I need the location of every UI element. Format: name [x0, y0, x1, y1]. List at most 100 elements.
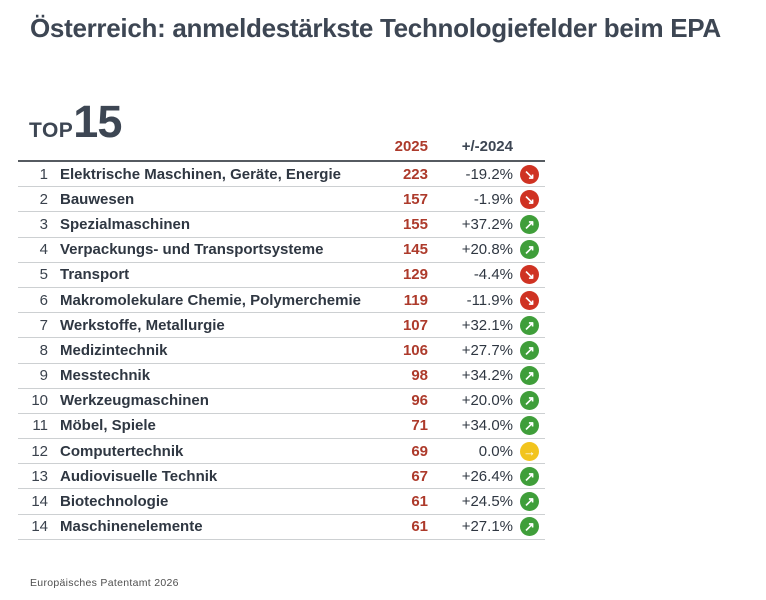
- table-row: 14 Biotechnologie 61 +24.5% ↗: [18, 489, 545, 515]
- change-cell: +24.5%: [461, 493, 513, 511]
- rank-cell: 11: [32, 417, 48, 435]
- value-cell: 67: [411, 467, 428, 485]
- trend-cell: ↘: [513, 189, 545, 209]
- trend-cell: ↗: [513, 240, 545, 260]
- value-cell: 61: [411, 493, 428, 511]
- change-cell: +34.0%: [461, 417, 513, 435]
- trend-cell: ↗: [513, 492, 545, 512]
- name-cell: Makromolekulare Chemie, Polymerchemie: [60, 291, 361, 309]
- trend-cell: ↗: [513, 517, 545, 537]
- value-cell: 145: [402, 241, 428, 259]
- name-cell: Verpackungs- und Transportsysteme: [60, 241, 324, 259]
- trend-down-icon: ↘: [520, 189, 539, 209]
- value-cell: 106: [402, 341, 428, 359]
- column-header-change: +/-2024: [461, 138, 513, 155]
- trend-cell: ↗: [513, 416, 545, 436]
- trend-up-icon: ↗: [520, 416, 539, 436]
- trend-up-icon: ↗: [520, 391, 539, 411]
- table-row: 7 Werkstoffe, Metallurgie 107 +32.1% ↗: [18, 313, 545, 339]
- trend-down-icon: ↘: [520, 164, 539, 184]
- name-cell: Transport: [60, 266, 130, 284]
- name-cell: Werkstoffe, Metallurgie: [60, 316, 225, 334]
- table-row: 14 Maschinenelemente 61 +27.1% ↗: [18, 515, 545, 540]
- trend-up-icon: ↗: [520, 492, 539, 512]
- top-number: 15: [73, 96, 122, 147]
- rank-cell: 4: [39, 241, 48, 259]
- value-cell: 223: [402, 165, 428, 183]
- change-cell: +27.1%: [461, 518, 513, 536]
- change-cell: +20.8%: [461, 241, 513, 259]
- ranking-table: 2025 +/-2024 1 Elektrische Maschinen, Ge…: [18, 132, 545, 540]
- table-row: 11 Möbel, Spiele 71 +34.0% ↗: [18, 414, 545, 440]
- table-row: 1 Elektrische Maschinen, Geräte, Energie…: [18, 162, 545, 188]
- trend-up-icon: ↗: [520, 517, 539, 537]
- value-cell: 157: [402, 190, 428, 208]
- table-row: 13 Audiovisuelle Technik 67 +26.4% ↗: [18, 464, 545, 490]
- trend-up-icon: ↗: [520, 366, 539, 386]
- name-cell: Werkzeugmaschinen: [60, 392, 209, 410]
- change-cell: +27.7%: [461, 341, 513, 359]
- rank-cell: 1: [39, 165, 48, 183]
- change-cell: +32.1%: [461, 316, 513, 334]
- rank-cell: 14: [31, 493, 48, 511]
- change-cell: -11.9%: [466, 291, 513, 309]
- page-title: Österreich: anmeldestärkste Technologief…: [30, 13, 721, 43]
- table-row: 12 Computertechnik 69 0.0% →: [18, 439, 545, 465]
- value-cell: 119: [403, 291, 428, 309]
- name-cell: Maschinenelemente: [60, 518, 203, 536]
- trend-cell: ↗: [513, 466, 545, 486]
- table-row: 3 Spezialmaschinen 155 +37.2% ↗: [18, 212, 545, 238]
- table-header-row: 2025 +/-2024: [18, 132, 545, 162]
- name-cell: Möbel, Spiele: [60, 417, 156, 435]
- change-cell: -19.2%: [465, 165, 513, 183]
- trend-up-icon: ↗: [520, 340, 539, 360]
- rank-cell: 13: [31, 467, 48, 485]
- table-row: 6 Makromolekulare Chemie, Polymerchemie …: [18, 288, 545, 314]
- trend-up-icon: ↗: [520, 240, 539, 260]
- column-header-2025: 2025: [394, 138, 428, 155]
- footer-source: Europäisches Patentamt 2026: [30, 577, 179, 589]
- trend-cell: ↗: [513, 366, 545, 386]
- change-cell: +37.2%: [461, 215, 513, 233]
- trend-down-icon: ↘: [520, 290, 539, 310]
- value-cell: 69: [411, 442, 428, 460]
- name-cell: Medizintechnik: [60, 341, 168, 359]
- table-row: 2 Bauwesen 157 -1.9% ↘: [18, 187, 545, 213]
- name-cell: Audiovisuelle Technik: [60, 467, 218, 485]
- trend-cell: ↗: [513, 340, 545, 360]
- rank-cell: 10: [31, 392, 48, 410]
- value-cell: 61: [411, 518, 428, 536]
- rank-cell: 14: [31, 518, 48, 536]
- rank-cell: 7: [39, 316, 48, 334]
- change-cell: +34.2%: [461, 367, 513, 385]
- name-cell: Computertechnik: [60, 442, 184, 460]
- top-15-badge: TOP 15: [29, 96, 122, 147]
- change-cell: -4.4%: [473, 266, 513, 284]
- trend-up-icon: ↗: [520, 466, 539, 486]
- trend-cell: ↘: [513, 164, 545, 184]
- value-cell: 96: [411, 392, 428, 410]
- trend-up-icon: ↗: [520, 214, 539, 234]
- rank-cell: 12: [31, 442, 48, 460]
- table-row: 5 Transport 129 -4.4% ↘: [18, 263, 545, 288]
- rank-cell: 3: [39, 215, 48, 233]
- value-cell: 155: [402, 215, 428, 233]
- change-cell: +20.0%: [461, 392, 513, 410]
- change-cell: +26.4%: [461, 467, 513, 485]
- rank-cell: 5: [39, 266, 48, 284]
- trend-cell: ↗: [513, 315, 545, 335]
- trend-down-icon: ↘: [520, 265, 539, 285]
- trend-cell: →: [513, 441, 545, 461]
- change-cell: 0.0%: [478, 442, 513, 460]
- name-cell: Biotechnologie: [60, 493, 169, 511]
- trend-flat-icon: →: [520, 441, 539, 461]
- name-cell: Messtechnik: [60, 367, 151, 385]
- value-cell: 129: [402, 266, 428, 284]
- value-cell: 107: [402, 316, 428, 334]
- name-cell: Bauwesen: [60, 190, 135, 208]
- rank-cell: 2: [39, 190, 48, 208]
- trend-cell: ↗: [513, 391, 545, 411]
- table-row: 4 Verpackungs- und Transportsysteme 145 …: [18, 238, 545, 263]
- trend-cell: ↗: [513, 214, 545, 234]
